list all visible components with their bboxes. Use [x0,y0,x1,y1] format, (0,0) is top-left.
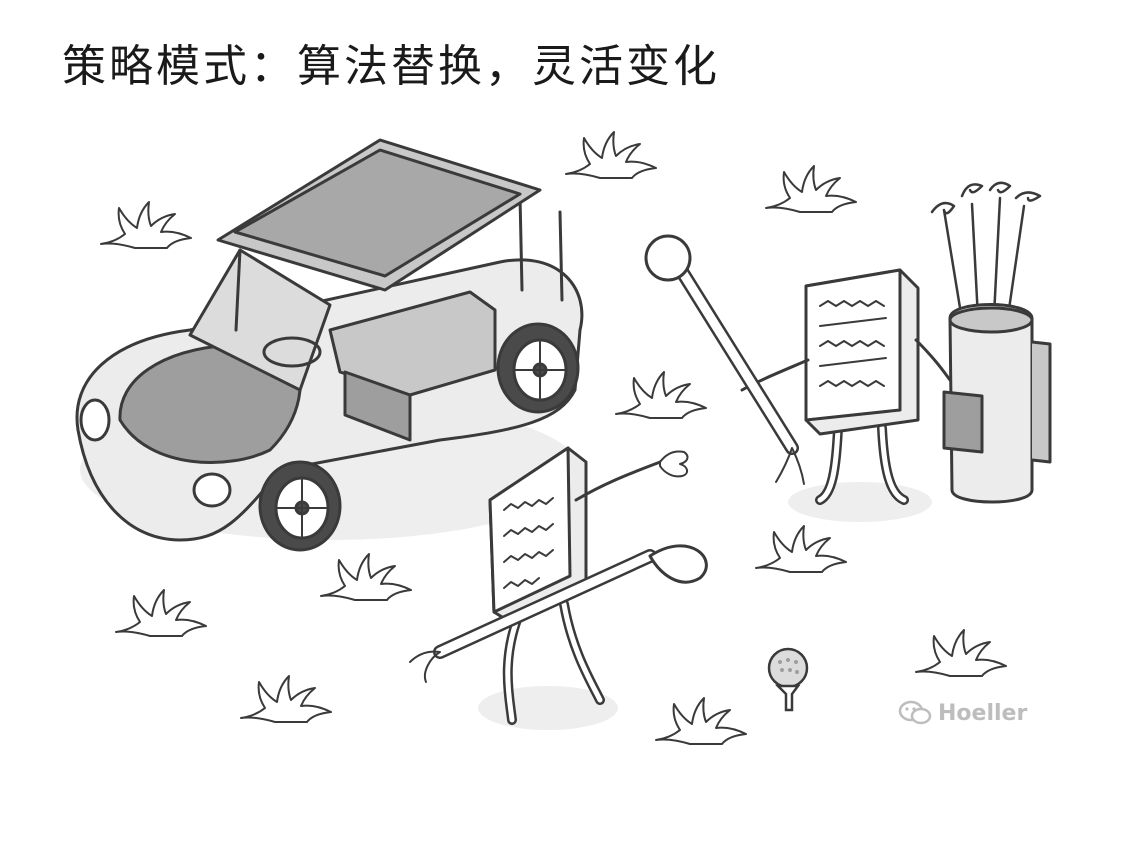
golf-cart [75,138,584,552]
watermark-text: Hoeller [938,700,1028,726]
watermark: Hoeller [898,700,1027,726]
wechat-icon [898,700,932,725]
golf-bag [930,181,1052,504]
golf-ball [767,647,809,712]
strategy-character-right [644,234,952,522]
strategy-character-left [409,446,708,730]
page-title: 策略模式：算法替换，灵活变化 [62,41,720,92]
